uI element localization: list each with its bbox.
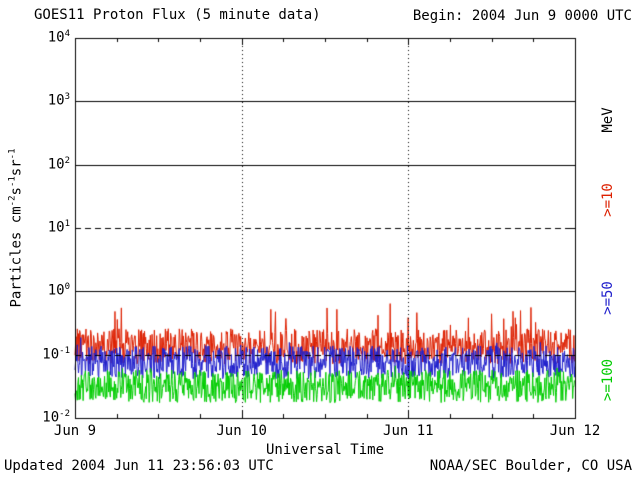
- y-tick-label: 10-2: [42, 409, 70, 426]
- right-axis-label-0: MeV: [600, 107, 616, 133]
- right-axis-label-3: >=100: [600, 358, 616, 402]
- y-tick-label: 104: [47, 29, 70, 46]
- x-tick-label: Jun 11: [383, 423, 434, 439]
- begin-time-label: Begin: 2004 Jun 9 0000 UTC: [412, 8, 632, 24]
- y-tick-label: 101: [47, 219, 70, 236]
- y-tick-label: 102: [47, 155, 70, 173]
- chart-title: GOES11 Proton Flux (5 minute data): [34, 7, 321, 23]
- right-axis-label-2: >=50: [600, 281, 616, 315]
- y-tick-label: 103: [47, 92, 70, 109]
- x-tick-label: Jun 12: [549, 423, 601, 439]
- x-tick-label: Jun 9: [53, 423, 97, 439]
- source-attribution: NOAA/SEC Boulder, CO USA: [429, 458, 632, 474]
- x-axis-label: Universal Time: [265, 442, 385, 458]
- x-tick-label: Jun 10: [216, 423, 267, 439]
- updated-timestamp: Updated 2004 Jun 11 23:56:03 UTC: [4, 458, 274, 474]
- y-tick-label: 100: [47, 282, 70, 299]
- y-tick-label: 10-1: [42, 345, 70, 363]
- right-axis-label-1: >=10: [600, 183, 616, 217]
